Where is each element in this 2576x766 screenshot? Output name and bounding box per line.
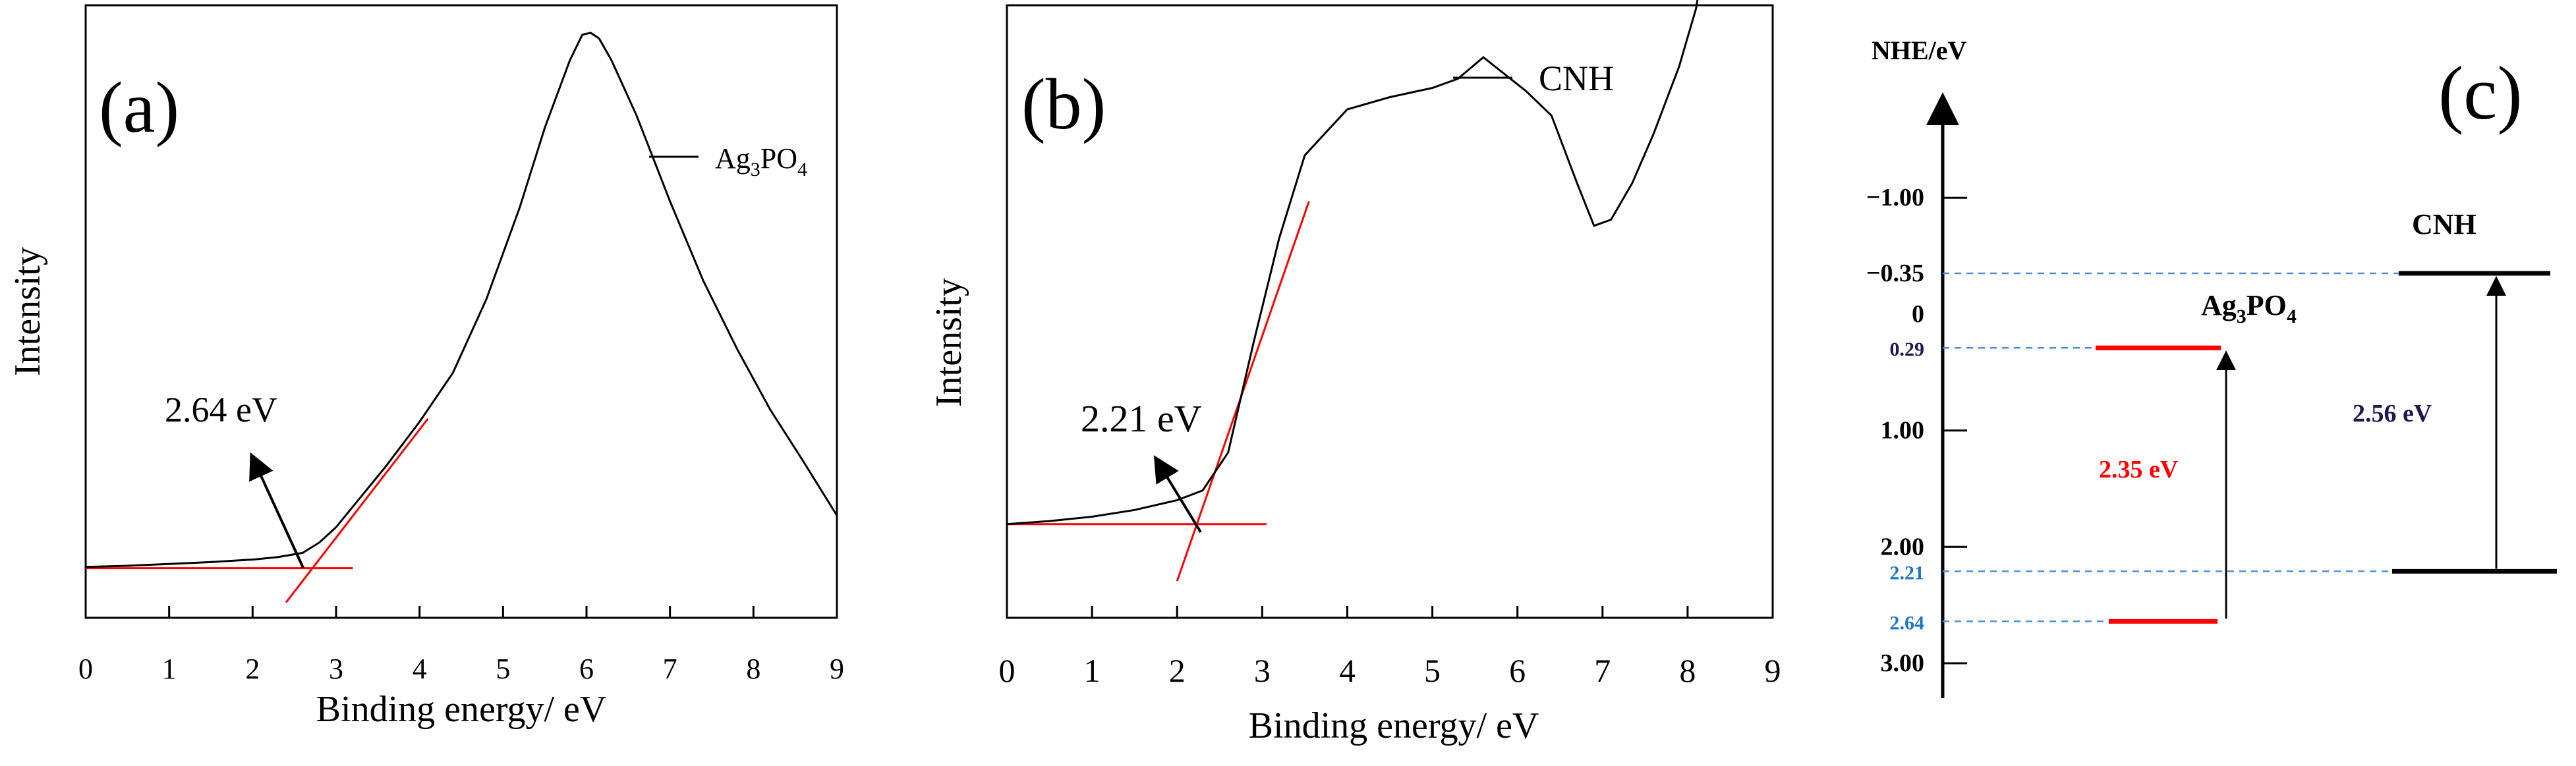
x-tick-label: 7 — [1594, 652, 1611, 689]
x-tick-label: 5 — [496, 653, 510, 685]
x-tick-label: 8 — [1679, 652, 1696, 689]
tangent-fit-line — [285, 418, 429, 603]
panel-b-annotation-arrow — [1153, 455, 1202, 533]
tick-label: −0.35 — [1866, 260, 1924, 287]
panel-b-frame — [1006, 4, 1774, 619]
panel-c-bands — [2096, 271, 2557, 624]
x-tick-label: 2 — [1169, 652, 1186, 689]
panel-a-legend: Ag3PO4 — [715, 142, 807, 180]
panel-b-annotation: 2.21 eV — [1081, 397, 1202, 440]
x-tick-label: 5 — [1424, 652, 1441, 689]
tick-label: 2.00 — [1881, 533, 1925, 561]
tick-label: 2.21 — [1890, 562, 1925, 584]
x-tick-label: 0 — [78, 653, 93, 685]
x-tick-label: 4 — [413, 653, 427, 685]
panel-a-x-axis: 0 1 2 3 4 5 6 7 8 9 — [78, 606, 844, 685]
panel-c: (c) NHE/eV −1.00 −0.35 0 0.29 1.00 2.002.21 2.… — [1866, 36, 2557, 698]
x-tick-label: 1 — [1084, 652, 1101, 689]
panel-c-ag3po4-gap: 2.35 eV — [2099, 456, 2179, 483]
panel-a-fit-lines — [86, 418, 429, 603]
x-tick-label: 6 — [579, 653, 594, 685]
panel-c-guides — [1943, 272, 2399, 622]
panel-b-label: (b) — [1021, 64, 1106, 144]
tick-label: 3.00 — [1881, 649, 1925, 677]
x-tick-label: 9 — [830, 653, 844, 685]
panel-c-ag3po4-label: Ag3PO4 — [2201, 289, 2297, 327]
panel-b-ylabel: Intensity — [929, 278, 969, 407]
x-tick-label: 7 — [663, 653, 677, 685]
x-tick-label: 9 — [1765, 652, 1781, 689]
panel-c-axis-title: NHE/eV — [1872, 36, 1967, 65]
panel-a: (a) Intensity Binding energy/ eV 0 1 2 3 4 5 6… — [7, 4, 844, 730]
panel-c-label: (c) — [2438, 51, 2523, 135]
panel-c-cnh-gap: 2.56 eV — [2353, 400, 2432, 427]
panel-c-ticks: −1.00 −0.35 0 0.29 1.00 2.002.21 2.64 3.00 — [1866, 184, 1967, 677]
panel-c-cnh-label: CNH — [2412, 208, 2476, 240]
panel-b-cnh-curve — [1006, 0, 1699, 526]
x-tick-label: 1 — [162, 653, 177, 685]
x-tick-label: 6 — [1509, 652, 1526, 689]
panel-a-xlabel: Binding energy/ eV — [316, 689, 607, 730]
tick-label: 0.29 — [1890, 339, 1925, 360]
tick-label: −1.00 — [1866, 184, 1924, 211]
x-tick-label: 4 — [1339, 652, 1356, 689]
x-tick-label: 8 — [746, 653, 760, 685]
panel-b-xlabel: Binding energy/ eV — [1249, 705, 1539, 746]
panel-a-annotation-arrow — [249, 452, 304, 568]
x-tick-label: 2 — [245, 653, 260, 685]
panel-a-ylabel: Intensity — [7, 247, 48, 376]
panel-a-frame — [84, 4, 838, 619]
tick-label: 0 — [1912, 300, 1924, 328]
panel-b: (b) Intensity Binding energy/ eV 0 1 2 3 4 5 6… — [929, 0, 1781, 746]
x-tick-label: 0 — [999, 652, 1016, 689]
panel-a-ag3po4-curve — [85, 32, 838, 568]
panel-b-x-axis: 0 1 2 3 4 5 6 7 8 9 — [999, 606, 1781, 689]
panel-a-annotation: 2.64 eV — [165, 390, 277, 429]
panel-b-fit-lines — [1007, 201, 1310, 582]
panel-a-label: (a) — [99, 67, 179, 148]
x-tick-label: 3 — [1254, 652, 1271, 689]
tick-label: 2.64 — [1890, 612, 1925, 634]
x-tick-label: 3 — [329, 653, 343, 685]
panel-b-legend: CNH — [1539, 59, 1614, 98]
tick-label: 1.00 — [1881, 417, 1925, 445]
